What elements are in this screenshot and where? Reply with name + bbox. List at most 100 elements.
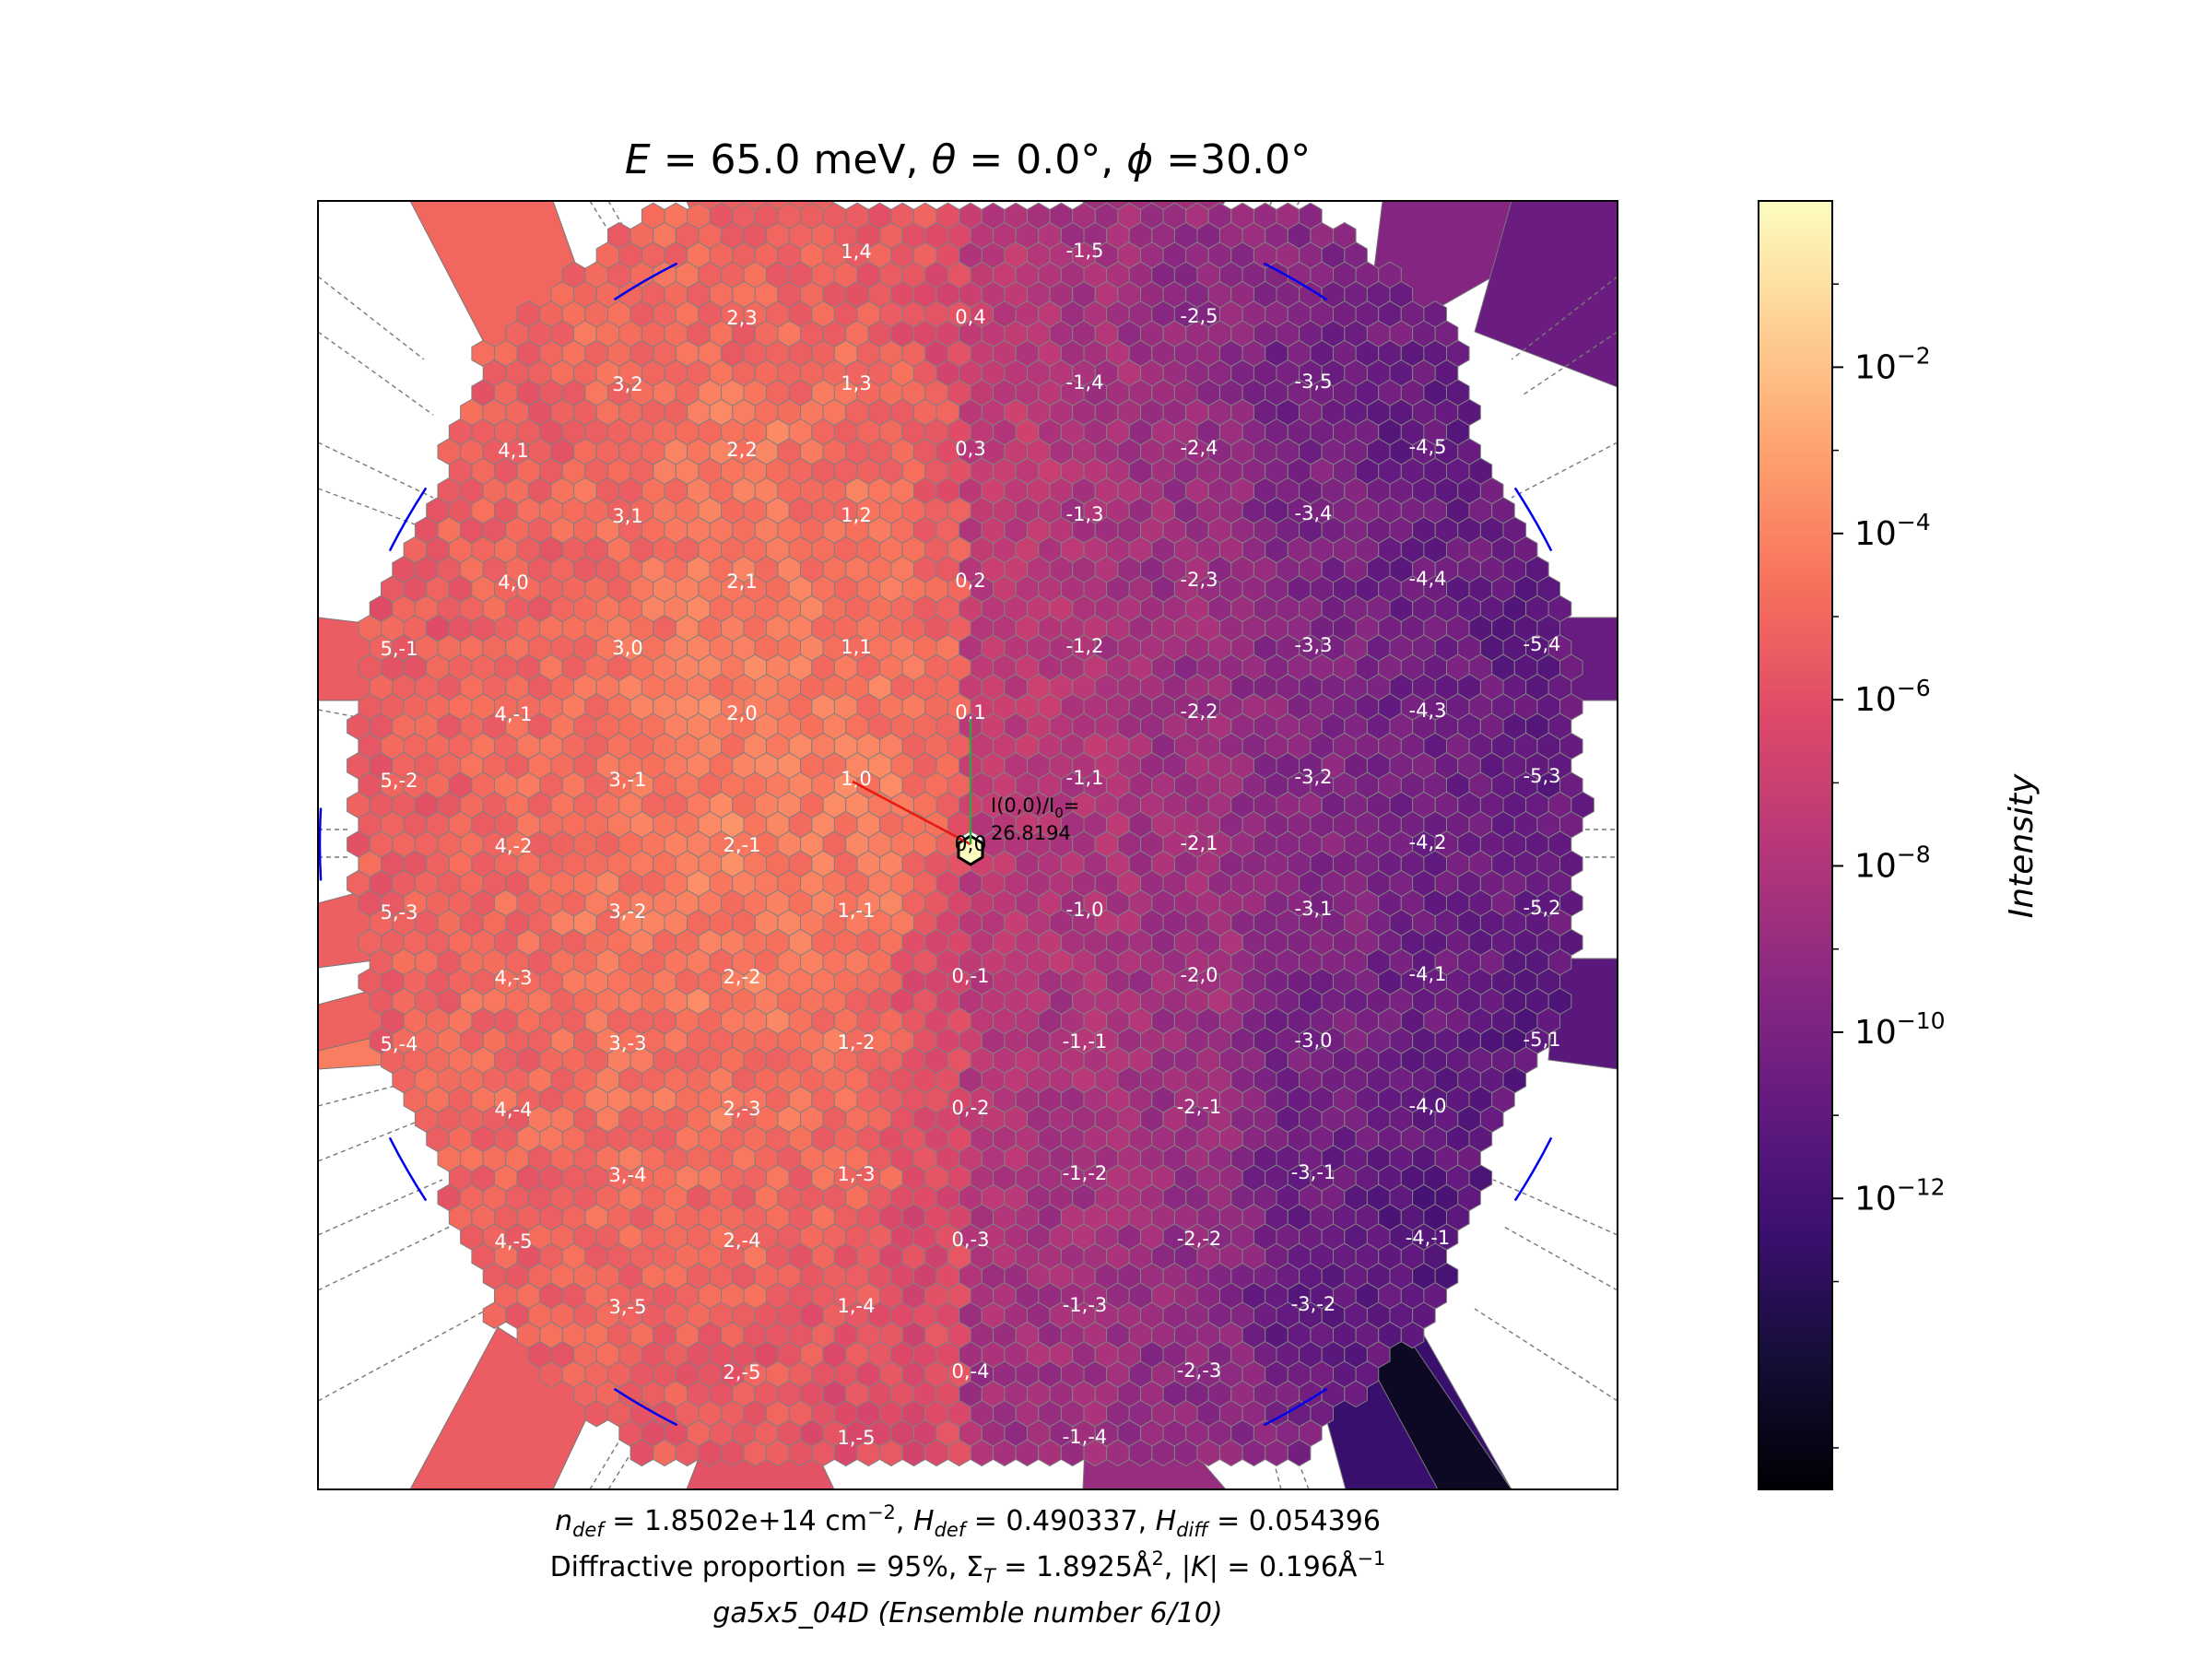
lattice-label-1,-3: 1,-3 [838, 1163, 876, 1185]
colorbar-label: Intensity [2003, 773, 2041, 918]
lattice-label-4,1: 4,1 [498, 440, 528, 462]
hex-grid [347, 202, 1594, 1467]
dashed-line-1 [318, 331, 434, 416]
lattice-label--3,2: -3,2 [1295, 766, 1333, 788]
lattice-label--5,3: -5,3 [1524, 765, 1561, 787]
lattice-label--1,2: -1,2 [1066, 635, 1104, 657]
dashed-line-15 [1520, 331, 1618, 397]
colorbar-tick-base-1: 10 [1854, 515, 1897, 553]
dashed-line-11 [607, 201, 665, 296]
lattice-label--5,4: -5,4 [1524, 633, 1561, 655]
colorbar-tick-base-3: 10 [1854, 848, 1897, 886]
colorbar-tick-label-1: 10−4 [1854, 509, 1931, 553]
lattice-label--4,-1: -4,-1 [1406, 1227, 1451, 1249]
caption-line3: ga5x5_04D (Ensemble number 6/10) [712, 1597, 1222, 1630]
lattice-label--1,3: -1,3 [1066, 503, 1104, 525]
lattice-label-0,3: 0,3 [955, 438, 985, 460]
blue-arc-6 [935, 1494, 1007, 1495]
colorbar-gradient [1758, 200, 1833, 1490]
lattice-label-2,0: 2,0 [726, 702, 757, 724]
lattice-label--4,4: -4,4 [1409, 568, 1447, 590]
lattice-label--2,-2: -2,-2 [1177, 1228, 1222, 1250]
lattice-label--3,1: -3,1 [1295, 898, 1333, 920]
colorbar-tick-label-2: 10−6 [1854, 675, 1931, 719]
lattice-label-1,2: 1,2 [841, 504, 871, 526]
caption-line1: ndef = 1.8502e+14 cm−2, Hdef = 0.490337,… [555, 1501, 1381, 1541]
dashed-line-19 [1474, 1308, 1618, 1402]
lattice-label-2,-2: 2,-2 [724, 966, 761, 988]
lattice-label-2,3: 2,3 [726, 307, 757, 329]
title-theta-value: = 0.0°, [956, 136, 1126, 183]
lattice-label-3,-4: 3,-4 [609, 1164, 647, 1186]
lattice-label--4,3: -4,3 [1409, 700, 1447, 722]
lattice-label-1,-1: 1,-1 [838, 900, 876, 922]
colorbar-tick-base-4: 10 [1854, 1014, 1897, 1052]
lattice-label--1,-4: -1,-4 [1063, 1426, 1108, 1448]
lattice-label-3,-3: 3,-3 [609, 1032, 647, 1054]
colorbar-tick-label-5: 10−12 [1854, 1173, 1946, 1218]
lattice-label--3,-1: -3,-1 [1291, 1161, 1336, 1183]
lattice-label-4,0: 4,0 [498, 571, 528, 594]
lattice-label-1,-2: 1,-2 [838, 1031, 876, 1053]
lattice-label-4,-1: 4,-1 [495, 703, 533, 725]
lattice-label--4,5: -4,5 [1409, 436, 1447, 458]
colorbar-tick-exponent-4: −10 [1897, 1007, 1946, 1034]
lattice-label-1,3: 1,3 [841, 372, 871, 394]
lattice-label--2,-1: -2,-1 [1177, 1096, 1222, 1118]
lattice-label-3,-1: 3,-1 [609, 769, 647, 791]
lattice-label--2,5: -2,5 [1181, 305, 1218, 327]
lattice-label--4,1: -4,1 [1409, 963, 1447, 985]
lattice-label-3,-2: 3,-2 [609, 900, 647, 923]
colorbar-tick-exponent-5: −12 [1897, 1173, 1946, 1200]
colorbar-tick-exponent-1: −4 [1897, 509, 1931, 535]
lattice-label-0,4: 0,4 [955, 306, 985, 328]
colorbar-tick-exponent-0: −2 [1897, 342, 1931, 369]
lattice-label-1,-4: 1,-4 [838, 1295, 876, 1317]
lattice-label--1,-1: -1,-1 [1063, 1030, 1108, 1053]
lattice-label-0,2: 0,2 [955, 570, 985, 592]
lattice-label-2,1: 2,1 [726, 571, 757, 593]
colorbar-tick-exponent-2: −6 [1897, 675, 1931, 701]
lattice-label-5,-2: 5,-2 [381, 770, 418, 792]
lattice-label-4,-5: 4,-5 [495, 1230, 533, 1253]
streak-4 [1474, 201, 1618, 388]
dashed-line-9 [318, 1308, 489, 1402]
lattice-label--3,4: -3,4 [1295, 502, 1333, 524]
lattice-label--5,2: -5,2 [1524, 897, 1561, 919]
lattice-label-1,1: 1,1 [841, 636, 871, 658]
dashed-line-17 [1492, 1179, 1618, 1236]
dashed-line-7 [318, 1179, 443, 1236]
lattice-label--3,3: -3,3 [1295, 634, 1333, 656]
blue-arc-4 [1513, 1136, 1553, 1202]
dashed-line-14 [1511, 276, 1618, 360]
lattice-label-1,0: 1,0 [841, 768, 871, 790]
lattice-label--3,-2: -3,-2 [1291, 1293, 1336, 1315]
colorbar-tick-exponent-3: −8 [1897, 841, 1931, 868]
dashed-line-8 [318, 1225, 453, 1291]
lattice-label-4,-2: 4,-2 [495, 835, 533, 857]
lattice-label--2,1: -2,1 [1181, 832, 1218, 854]
lattice-label--1,4: -1,4 [1066, 371, 1104, 394]
lattice-label-2,-4: 2,-4 [724, 1230, 761, 1252]
lattice-label--1,-3: -1,-3 [1063, 1294, 1108, 1316]
intensity-annotation-value: 26.8194 [991, 822, 1071, 844]
plot-area: 1,4 -1,5 2,3 0,4 -2,5 3,2 1,3 -1,4 -3,5 4,1 2,2 0,3… [318, 201, 1618, 1495]
lattice-label--1,0: -1,0 [1066, 899, 1104, 921]
lattice-label-1,-5: 1,-5 [838, 1427, 876, 1449]
dashed-line-18 [1501, 1225, 1618, 1291]
lattice-label-4,-3: 4,-3 [495, 967, 533, 989]
lattice-label-3,2: 3,2 [612, 373, 642, 395]
lattice-label-2,-3: 2,-3 [724, 1098, 761, 1120]
title-energy-value: = 65.0 meV, [651, 136, 932, 183]
lattice-label--2,4: -2,4 [1181, 437, 1218, 459]
lattice-label-5,-4: 5,-4 [381, 1033, 418, 1055]
blue-arc-8 [388, 1136, 428, 1202]
lattice-label-1,4: 1,4 [841, 241, 871, 263]
lattice-label--1,5: -1,5 [1066, 240, 1104, 262]
lattice-label-0,-1: 0,-1 [952, 965, 990, 987]
lattice-label-5,-3: 5,-3 [381, 901, 418, 924]
lattice-label--2,0: -2,0 [1181, 964, 1218, 986]
lattice-label--4,2: -4,2 [1409, 831, 1447, 853]
